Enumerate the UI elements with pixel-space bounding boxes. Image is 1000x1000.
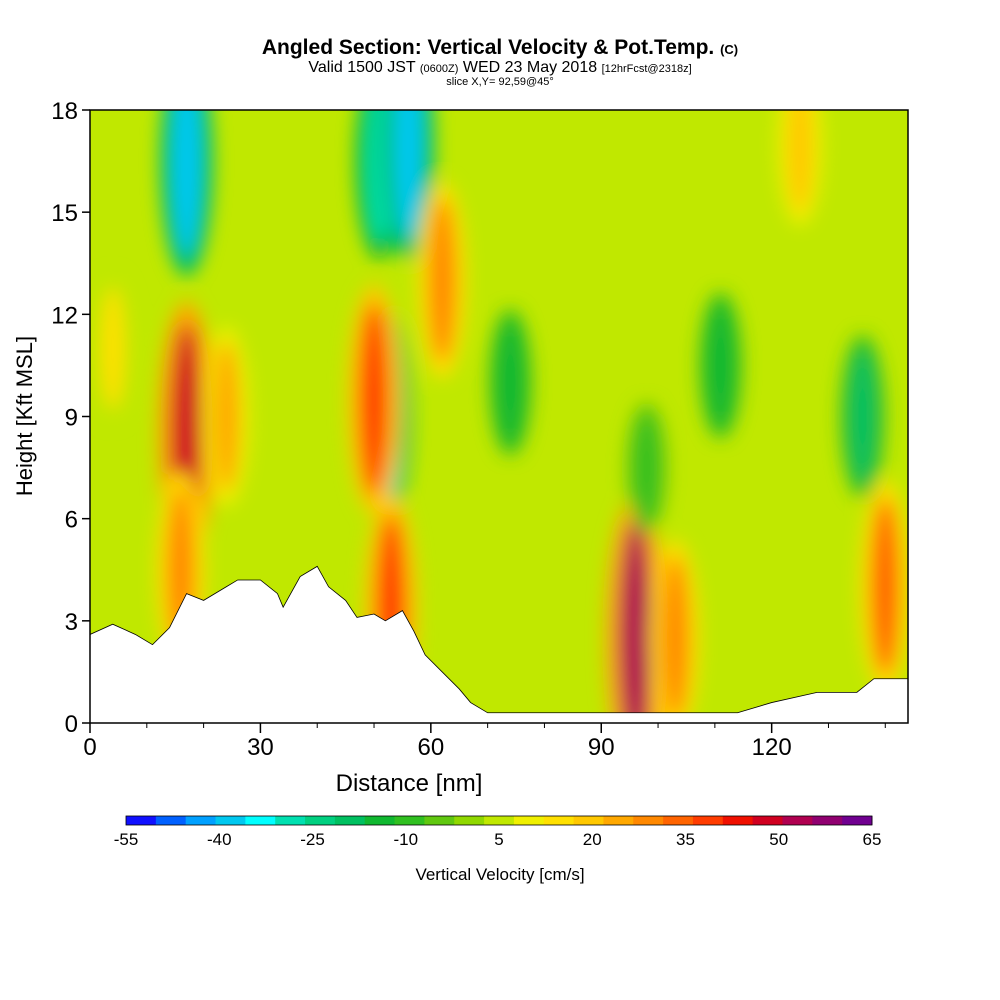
chart-title-text: Angled Section: Vertical Velocity & Pot.… [261,36,715,59]
colorbar-tick-label: 35 [676,830,695,849]
colorbar: -55 -40 -25 -10 5 20 35 50 65 Vertical Velocity [… [114,815,882,884]
colorbar-tick-label: -25 [300,830,325,849]
colorbar-frame [125,815,873,826]
colorbar-tick-label: 5 [494,830,503,849]
velocity-core [100,287,125,410]
colorbar-swatch [334,816,366,825]
velocity-core [359,303,389,496]
velocity-field [91,110,908,723]
velocity-core [850,348,875,485]
colorbar-swatch [663,816,694,825]
colorbar-tick-label: -10 [393,830,418,849]
y-tick-label: 6 [65,507,78,534]
colorbar-swatch [275,816,306,825]
y-tick-label: 9 [65,405,78,432]
colorbar-swatch [215,816,246,825]
colorbar-swatch [394,816,425,825]
velocity-core [393,110,423,241]
forecast-info: [12hrFcst@2318z] [601,63,692,75]
colorbar-swatch [692,816,724,825]
plot-area [89,109,909,724]
colorbar-swatch [364,816,396,825]
velocity-core [661,555,689,720]
y-tick-label: 15 [51,200,78,227]
valid-time: Valid 1500 JST [308,59,416,76]
x-tick-label: 90 [588,734,615,761]
y-tick-label: 18 [51,98,78,125]
velocity-core [635,413,658,522]
colorbar-swatch [543,816,575,825]
colorbar-swatch [245,816,276,825]
colorbar-tick-label: 50 [769,830,788,849]
colorbar-swatch [155,816,187,825]
valid-date: WED 23 May 2018 [462,59,598,76]
velocity-core [708,304,733,427]
velocity-core [618,520,652,723]
colorbar-swatch [484,816,515,825]
velocity-core [171,110,202,258]
colorbar-swatch [603,816,634,825]
y-tick-label: 3 [65,609,78,636]
colorbar-swatch [782,816,813,825]
velocity-core [213,341,240,492]
x-tick-label: 0 [83,734,96,761]
colorbar-swatch [812,816,843,825]
colorbar-swatch [752,816,783,825]
chart-subtitle: Valid 1500 JST (0600Z) WED 23 May 2018 [… [0,59,1000,77]
slice-info: slice X,Y= 92,59@45° [446,76,554,88]
velocity-core [428,198,456,363]
colorbar-swatch [305,816,336,825]
colorbar-tick-label: -40 [207,830,232,849]
terrain [90,565,908,723]
chart-title: Angled Section: Vertical Velocity & Pot.… [0,36,1000,60]
colorbar-tick-label: 20 [583,830,602,849]
colorbar-swatch [126,816,157,825]
x-tick-label: 30 [247,734,274,761]
velocity-core [871,497,900,676]
velocity-core [787,110,813,213]
axes: 0 30 60 90 120 0 3 6 9 12 15 18 Distance [nm] Height … [12,98,886,797]
colorbar-tick-label: -55 [114,830,139,849]
y-axis-label: Height [Kft MSL] [12,336,37,496]
plot-clip-group [90,110,908,723]
colorbar-label: Vertical Velocity [cm/s] [415,865,584,884]
valid-utc: (0600Z) [419,63,459,75]
colorbar-swatch [513,816,545,825]
colorbar-swatch [722,816,754,825]
colorbar-swatch [842,816,873,825]
x-tick-label: 120 [752,734,792,761]
colorbar-swatch [454,816,485,825]
velocity-core [498,321,523,444]
colorbar-swatch [185,816,217,825]
colorbar-swatch [424,816,455,825]
colorbar-tick-label: 65 [863,830,882,849]
x-axis-label: Distance [nm] [336,770,483,797]
chart-title-unit: (C) [720,42,739,57]
colorbar-swatch [573,816,604,825]
colorbar-swatch [633,816,664,825]
x-tick-label: 60 [417,734,444,761]
y-tick-label: 12 [51,302,78,329]
y-tick-label: 0 [65,711,78,738]
